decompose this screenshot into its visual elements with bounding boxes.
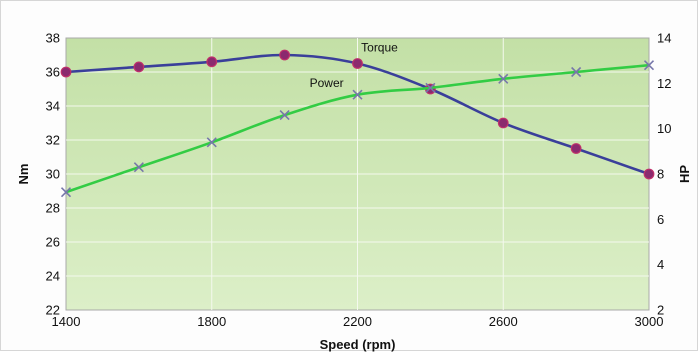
- left-axis-title: Nm: [16, 164, 31, 185]
- left-tick-label: 34: [46, 99, 60, 114]
- x-tick-label: 1800: [197, 314, 226, 329]
- left-tick-label: 24: [46, 269, 60, 284]
- power-marker: [279, 110, 290, 121]
- x-tick-label: 2600: [489, 314, 518, 329]
- power-marker: [352, 89, 363, 100]
- x-tick-label: 2200: [343, 314, 372, 329]
- left-tick-label: 38: [46, 31, 60, 46]
- torque-marker: [60, 66, 72, 78]
- left-tick-label: 30: [46, 167, 60, 182]
- right-tick-label: 10: [657, 121, 671, 136]
- right-axis-title: HP: [677, 165, 692, 183]
- torque-marker: [352, 58, 363, 69]
- right-tick-label: 2: [657, 303, 664, 318]
- torque-marker: [279, 49, 291, 61]
- right-tick-label: 4: [657, 257, 664, 272]
- gridlines: [66, 38, 649, 310]
- torque-marker: [133, 61, 145, 73]
- power-marker: [133, 162, 144, 173]
- right-tick-label: 14: [657, 31, 671, 46]
- left-tick-label: 32: [46, 133, 60, 148]
- left-tick-label: 22: [46, 303, 60, 318]
- power-marker: [571, 66, 582, 78]
- series-layer: Torque Power: [60, 41, 655, 198]
- power-marker: [643, 60, 655, 71]
- right-tick-label: 6: [657, 212, 664, 227]
- torque-marker: [570, 143, 582, 154]
- power-marker: [206, 137, 217, 148]
- power-series-label: Power: [310, 76, 344, 90]
- torque-series-label: Torque: [361, 41, 398, 55]
- x-tick-label: 1400: [52, 314, 81, 329]
- left-tick-label: 28: [46, 201, 60, 216]
- x-axis-title: Speed (rpm): [320, 337, 396, 352]
- right-tick-label: 12: [657, 76, 671, 91]
- torque-marker: [206, 56, 218, 68]
- left-tick-label: 26: [46, 235, 60, 250]
- power-marker: [425, 82, 436, 93]
- power-marker: [60, 187, 72, 198]
- x-tick-label: 3000: [635, 314, 664, 329]
- left-tick-label: 36: [46, 65, 60, 80]
- right-tick-label: 8: [657, 167, 664, 182]
- torque-marker: [497, 117, 509, 129]
- torque-marker: [643, 168, 655, 180]
- power-marker: [498, 73, 509, 84]
